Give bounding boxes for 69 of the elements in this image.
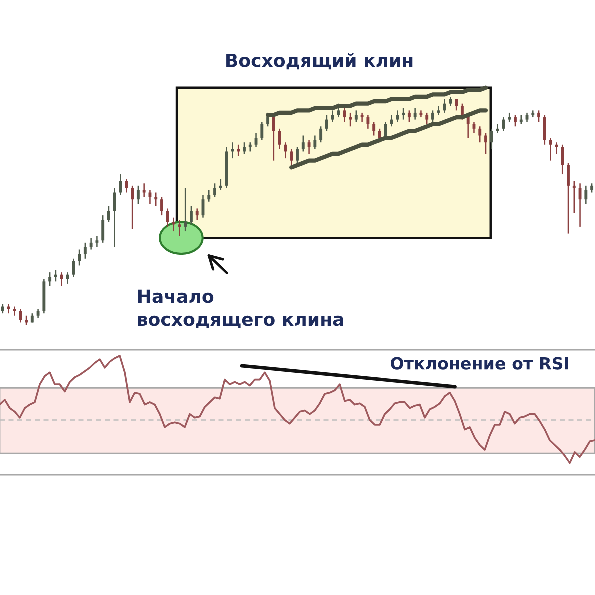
candlestick — [567, 162, 570, 234]
candlestick — [314, 135, 317, 150]
candlestick — [526, 112, 529, 123]
candlestick — [396, 110, 400, 123]
candlestick — [320, 126, 323, 144]
candlestick — [260, 121, 264, 141]
candlestick — [78, 249, 81, 266]
candlestick — [243, 142, 246, 155]
candlestick — [19, 308, 22, 324]
candlestick — [508, 112, 512, 123]
candlestick — [190, 206, 193, 226]
text: Восходящий клин — [226, 53, 413, 70]
candlestick — [372, 121, 376, 136]
candlestick — [290, 148, 294, 166]
candlestick — [484, 132, 488, 155]
candlestick — [131, 185, 134, 230]
candlestick — [366, 114, 370, 130]
candlestick — [343, 108, 346, 123]
candlestick — [408, 110, 411, 123]
candlestick — [325, 114, 328, 132]
candlestick — [214, 183, 216, 198]
candlestick — [502, 116, 506, 132]
candlestick — [284, 142, 288, 160]
candlestick — [543, 114, 546, 146]
candlestick — [360, 112, 364, 123]
candlestick — [308, 140, 311, 155]
candlestick — [60, 272, 64, 287]
candlestick — [1, 304, 4, 314]
candlestick — [160, 196, 164, 216]
candlestick — [136, 185, 140, 205]
candlestick — [166, 208, 170, 228]
candlestick — [414, 108, 417, 120]
candlestick — [125, 178, 128, 194]
candlestick — [302, 135, 305, 152]
candlestick — [96, 235, 99, 248]
annotation: Отклонение от RSI — [390, 357, 568, 370]
candlestick — [142, 183, 146, 198]
candlestick — [113, 188, 116, 248]
candlestick — [443, 98, 446, 114]
candlestick — [102, 214, 105, 244]
candlestick — [184, 188, 188, 232]
candlestick — [354, 110, 358, 123]
candlestick — [48, 272, 52, 287]
candlestick — [108, 206, 110, 224]
candlestick — [478, 126, 482, 144]
candlestick — [296, 146, 299, 164]
candlestick — [490, 128, 494, 150]
candlestick — [278, 128, 282, 150]
candlestick — [84, 242, 87, 260]
candlestick — [449, 96, 452, 107]
candlestick — [272, 114, 276, 162]
candlestick — [349, 112, 352, 128]
candlestick — [196, 208, 199, 221]
candlestick — [538, 110, 541, 123]
candlestick — [13, 306, 16, 317]
candlestick — [584, 185, 588, 205]
candlestick — [72, 258, 76, 278]
candlestick — [549, 137, 552, 162]
candlestick — [178, 219, 182, 237]
candlestick — [36, 308, 40, 319]
candlestick — [426, 112, 429, 125]
candlestick — [590, 183, 594, 194]
candlestick — [208, 190, 211, 203]
candlestick — [561, 144, 564, 176]
candlestick — [437, 105, 440, 116]
candlestick — [514, 114, 517, 128]
candlestick — [460, 103, 464, 120]
annotation: Начало восходящего клина — [138, 290, 344, 328]
candlestick — [90, 238, 93, 250]
